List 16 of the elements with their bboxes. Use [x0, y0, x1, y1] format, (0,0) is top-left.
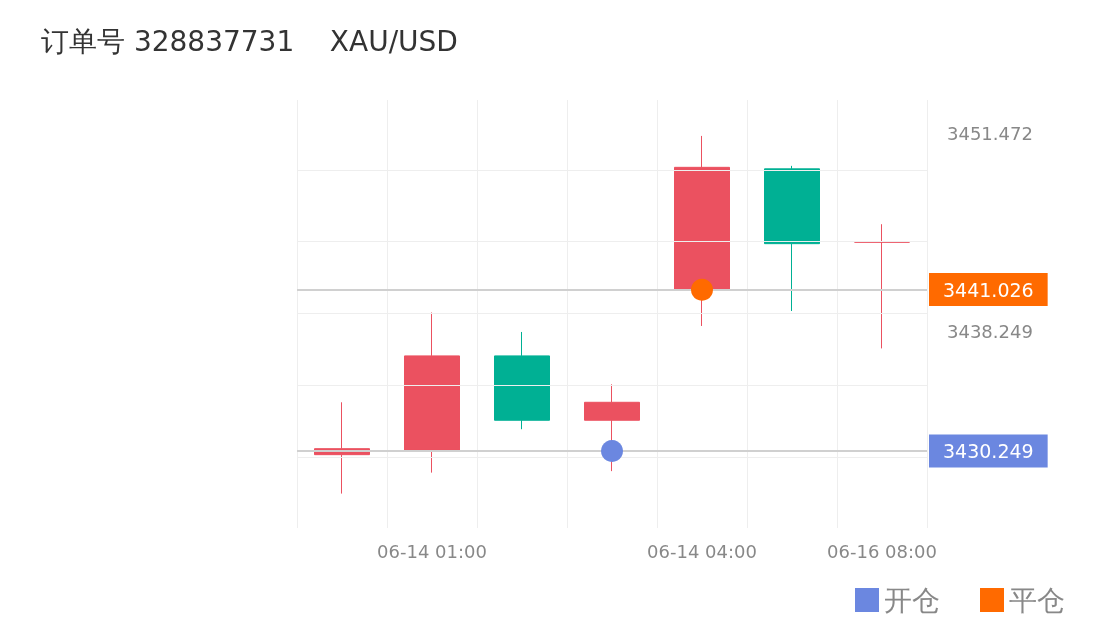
ref-line-label: 3430.249: [943, 439, 1034, 462]
x-tick-label: 06-16 08:00: [827, 540, 937, 562]
y-tick-label: 3438.249: [947, 320, 1033, 342]
legend-label: 平仓: [1009, 583, 1065, 617]
legend-label: 开仓: [884, 583, 940, 617]
candlestick: [404, 312, 460, 474]
y-tick-label: 3451.472: [947, 122, 1033, 144]
candlestick: [494, 331, 550, 430]
candlestick: [854, 223, 910, 349]
candlestick: [674, 135, 730, 327]
candlestick: [764, 165, 820, 312]
ref-line-label: 3441.026: [943, 278, 1034, 301]
candlestick: [584, 383, 640, 472]
chart-title: 订单号 328837731 XAU/USD: [41, 24, 458, 58]
x-tick-label: 06-14 01:00: [377, 540, 487, 562]
x-tick-label: 06-14 04:00: [647, 540, 757, 562]
